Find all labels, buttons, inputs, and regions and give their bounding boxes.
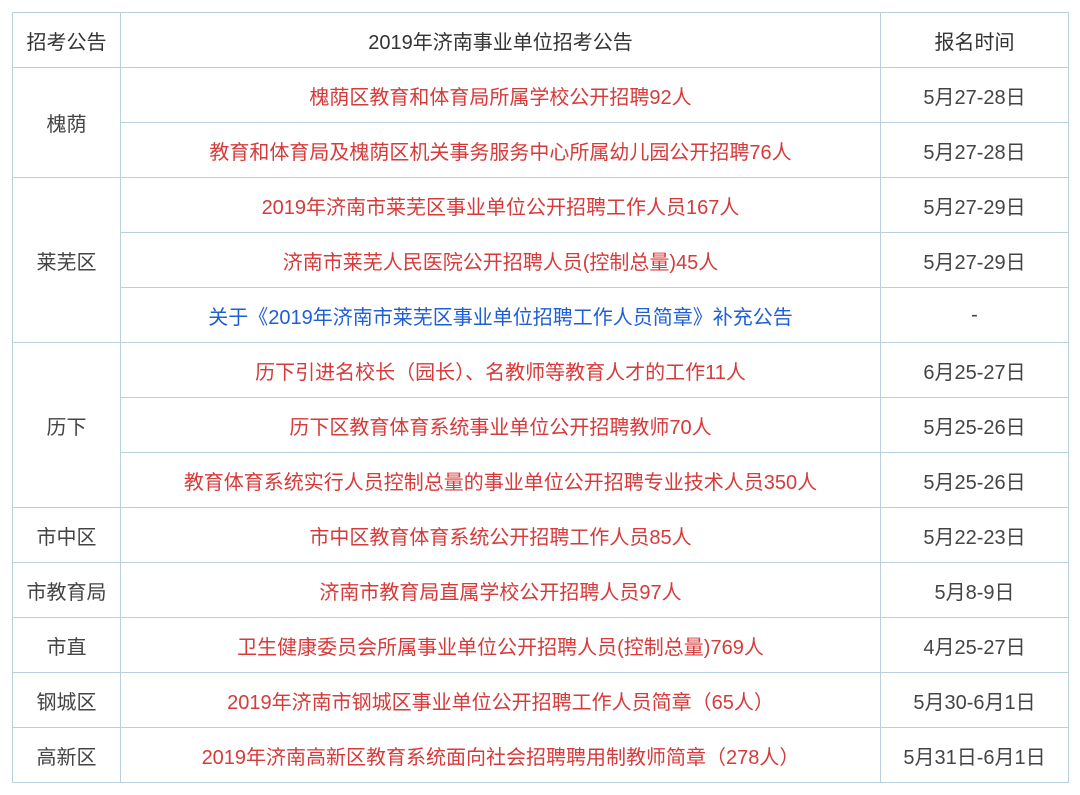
- announcement-link[interactable]: 2019年济南市莱芜区事业单位公开招聘工作人员167人: [262, 197, 740, 219]
- date-cell: 4月25-27日: [881, 618, 1069, 673]
- announcement-cell: 教育体育系统实行人员控制总量的事业单位公开招聘专业技术人员350人: [121, 453, 881, 508]
- announcement-cell: 卫生健康委员会所属事业单位公开招聘人员(控制总量)769人: [121, 618, 881, 673]
- date-cell: 5月27-28日: [881, 68, 1069, 123]
- district-cell: 历下: [13, 343, 121, 508]
- district-cell: 高新区: [13, 728, 121, 783]
- table-row: 钢城区 2019年济南市钢城区事业单位公开招聘工作人员简章（65人） 5月30-6月…: [13, 673, 1069, 728]
- header-col3: 报名时间: [881, 13, 1069, 68]
- table-row: 济南市莱芜人民医院公开招聘人员(控制总量)45人 5月27-29日: [13, 233, 1069, 288]
- table-row: 教育和体育局及槐荫区机关事务服务中心所属幼儿园公开招聘76人 5月27-28日: [13, 123, 1069, 178]
- announcement-cell: 市中区教育体育系统公开招聘工作人员85人: [121, 508, 881, 563]
- announcement-link[interactable]: 济南市莱芜人民医院公开招聘人员(控制总量)45人: [283, 252, 719, 274]
- announcement-link[interactable]: 2019年济南市钢城区事业单位公开招聘工作人员简章（65人）: [227, 692, 774, 714]
- announcement-cell: 2019年济南市莱芜区事业单位公开招聘工作人员167人: [121, 178, 881, 233]
- date-cell: 5月31日-6月1日: [881, 728, 1069, 783]
- announcement-link[interactable]: 济南市教育局直属学校公开招聘人员97人: [319, 582, 681, 604]
- date-cell: 5月25-26日: [881, 453, 1069, 508]
- date-cell: 5月22-23日: [881, 508, 1069, 563]
- table-row: 高新区 2019年济南高新区教育系统面向社会招聘聘用制教师简章（278人） 5月31…: [13, 728, 1069, 783]
- table-row: 历下历下引进名校长（园长）、名教师等教育人才的工作11人6月25-27日: [13, 343, 1069, 398]
- date-cell: 5月8-9日: [881, 563, 1069, 618]
- table-row: 市直 卫生健康委员会所属事业单位公开招聘人员(控制总量)769人 4月25-27日: [13, 618, 1069, 673]
- announcement-cell: 历下引进名校长（园长）、名教师等教育人才的工作11人: [121, 343, 881, 398]
- district-cell: 市教育局: [13, 563, 121, 618]
- table-row: 关于《2019年济南市莱芜区事业单位招聘工作人员简章》补充公告 -: [13, 288, 1069, 343]
- announcement-link[interactable]: 2019年济南高新区教育系统面向社会招聘聘用制教师简章（278人）: [202, 747, 800, 769]
- announcement-cell: 济南市莱芜人民医院公开招聘人员(控制总量)45人: [121, 233, 881, 288]
- announcement-link[interactable]: 关于《2019年济南市莱芜区事业单位招聘工作人员简章》补充公告: [208, 307, 793, 329]
- announcement-cell: 槐荫区教育和体育局所属学校公开招聘92人: [121, 68, 881, 123]
- date-cell: 5月25-26日: [881, 398, 1069, 453]
- district-cell: 市直: [13, 618, 121, 673]
- announcement-link[interactable]: 历下引进名校长（园长）、名教师等教育人才的工作11人: [255, 362, 746, 384]
- table-row: 市教育局 济南市教育局直属学校公开招聘人员97人 5月8-9日: [13, 563, 1069, 618]
- announcement-link[interactable]: 教育体育系统实行人员控制总量的事业单位公开招聘专业技术人员350人: [184, 472, 817, 494]
- district-cell: 钢城区: [13, 673, 121, 728]
- announcement-cell: 关于《2019年济南市莱芜区事业单位招聘工作人员简章》补充公告: [121, 288, 881, 343]
- table-row: 教育体育系统实行人员控制总量的事业单位公开招聘专业技术人员350人 5月25-26…: [13, 453, 1069, 508]
- date-cell: 6月25-27日: [881, 343, 1069, 398]
- table-row: 市中区 市中区教育体育系统公开招聘工作人员85人 5月22-23日: [13, 508, 1069, 563]
- date-cell: 5月27-29日: [881, 178, 1069, 233]
- announcement-link[interactable]: 槐荫区教育和体育局所属学校公开招聘92人: [309, 87, 691, 109]
- date-cell: 5月27-29日: [881, 233, 1069, 288]
- recruitment-table: 招考公告 2019年济南事业单位招考公告 报名时间 槐荫 槐荫区教育和体育局所属学…: [12, 12, 1069, 783]
- table-body: 招考公告 2019年济南事业单位招考公告 报名时间 槐荫 槐荫区教育和体育局所属学…: [13, 13, 1069, 783]
- header-row: 招考公告 2019年济南事业单位招考公告 报名时间: [13, 13, 1069, 68]
- announcement-cell: 教育和体育局及槐荫区机关事务服务中心所属幼儿园公开招聘76人: [121, 123, 881, 178]
- announcement-cell: 济南市教育局直属学校公开招聘人员97人: [121, 563, 881, 618]
- date-cell: 5月27-28日: [881, 123, 1069, 178]
- announcement-cell: 历下区教育体育系统事业单位公开招聘教师70人: [121, 398, 881, 453]
- district-cell: 莱芜区: [13, 178, 121, 343]
- district-cell: 槐荫: [13, 68, 121, 178]
- announcement-link[interactable]: 市中区教育体育系统公开招聘工作人员85人: [309, 527, 691, 549]
- table-row: 历下区教育体育系统事业单位公开招聘教师70人 5月25-26日: [13, 398, 1069, 453]
- announcement-cell: 2019年济南高新区教育系统面向社会招聘聘用制教师简章（278人）: [121, 728, 881, 783]
- announcement-cell: 2019年济南市钢城区事业单位公开招聘工作人员简章（65人）: [121, 673, 881, 728]
- announcement-link[interactable]: 历下区教育体育系统事业单位公开招聘教师70人: [289, 417, 711, 439]
- header-col2: 2019年济南事业单位招考公告: [121, 13, 881, 68]
- date-cell: -: [881, 288, 1069, 343]
- header-col1: 招考公告: [13, 13, 121, 68]
- table-row: 槐荫槐荫区教育和体育局所属学校公开招聘92人5月27-28日: [13, 68, 1069, 123]
- announcement-link[interactable]: 教育和体育局及槐荫区机关事务服务中心所属幼儿园公开招聘76人: [209, 142, 791, 164]
- table-row: 莱芜区2019年济南市莱芜区事业单位公开招聘工作人员167人5月27-29日: [13, 178, 1069, 233]
- district-cell: 市中区: [13, 508, 121, 563]
- date-cell: 5月30-6月1日: [881, 673, 1069, 728]
- announcement-link[interactable]: 卫生健康委员会所属事业单位公开招聘人员(控制总量)769人: [237, 637, 764, 659]
